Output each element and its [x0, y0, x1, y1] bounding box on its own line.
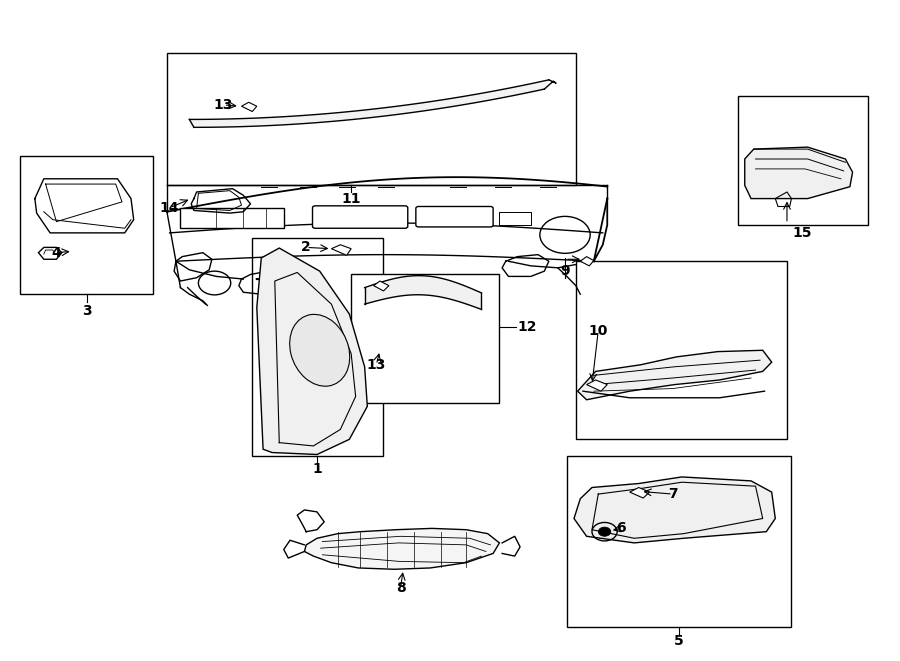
Bar [351, 274, 500, 403]
Polygon shape [630, 487, 650, 498]
Text: 13: 13 [366, 358, 386, 371]
Text: 6: 6 [616, 522, 625, 535]
Polygon shape [39, 247, 62, 259]
Text: 11: 11 [341, 192, 361, 206]
Text: 14: 14 [160, 201, 179, 215]
Polygon shape [578, 350, 771, 400]
Text: 12: 12 [518, 320, 537, 334]
Text: 15: 15 [793, 226, 812, 240]
Bar [738, 97, 868, 225]
Circle shape [598, 527, 611, 536]
Text: 1: 1 [312, 462, 322, 476]
Text: 8: 8 [396, 581, 406, 595]
Polygon shape [744, 147, 852, 198]
Polygon shape [574, 477, 775, 543]
Ellipse shape [290, 315, 350, 386]
Polygon shape [256, 248, 367, 455]
Text: 9: 9 [560, 264, 570, 278]
Polygon shape [304, 528, 500, 569]
Polygon shape [241, 102, 256, 112]
Text: 3: 3 [82, 303, 92, 318]
Bar [166, 54, 576, 185]
Text: 13: 13 [214, 98, 233, 112]
Text: 2: 2 [302, 241, 311, 254]
Text: 5: 5 [674, 633, 684, 648]
Bar [567, 456, 791, 627]
Bar [252, 238, 382, 456]
FancyBboxPatch shape [416, 206, 493, 227]
Polygon shape [374, 281, 389, 291]
Polygon shape [331, 245, 351, 255]
Bar [21, 156, 154, 294]
Text: 10: 10 [589, 323, 608, 338]
Bar [180, 208, 284, 228]
Polygon shape [587, 380, 608, 391]
FancyBboxPatch shape [312, 206, 408, 228]
Bar [576, 261, 787, 440]
Polygon shape [580, 256, 594, 266]
Text: 7: 7 [668, 487, 678, 501]
Text: 4: 4 [51, 246, 61, 260]
